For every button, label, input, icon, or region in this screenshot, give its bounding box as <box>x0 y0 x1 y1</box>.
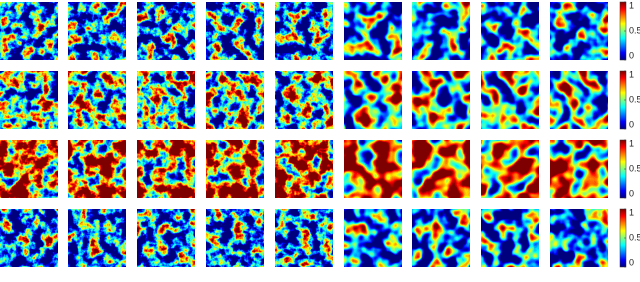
heatmap-panel <box>550 209 608 267</box>
colorbar-tick-label: 0.5 <box>629 94 640 104</box>
heatmap-panel <box>550 71 608 129</box>
heatmap-panel <box>481 140 539 198</box>
heatmap-panel <box>412 2 470 60</box>
colorbar-tick-label: 0 <box>629 119 634 129</box>
heatmap-panel <box>275 71 333 129</box>
heatmap-panel <box>0 71 58 129</box>
colorbar-tick-label: 0 <box>629 257 634 267</box>
heatmap-panel <box>412 71 470 129</box>
colorbar-tick-label: 1 <box>629 69 634 79</box>
heatmap-panel <box>412 140 470 198</box>
heatmap-panel <box>137 71 195 129</box>
colorbar-tick-label: 0 <box>629 188 634 198</box>
colorbar-tick-label: 1 <box>629 207 634 217</box>
colorbar-tick-label: 0.5 <box>629 25 640 35</box>
heatmap-panel <box>481 2 539 60</box>
heatmap-panel <box>0 209 58 267</box>
heatmap-panel <box>206 2 264 60</box>
heatmap-panel <box>206 209 264 267</box>
heatmap-panel <box>275 2 333 60</box>
heatmap-panel <box>481 209 539 267</box>
heatmap-panel <box>137 2 195 60</box>
heatmap-panel <box>68 71 126 129</box>
heatmap-panel <box>481 71 539 129</box>
heatmap-panel <box>344 209 402 267</box>
heatmap-panel <box>275 140 333 198</box>
heatmap-panel <box>344 71 402 129</box>
heatmap-panel <box>275 209 333 267</box>
heatmap-panel <box>344 140 402 198</box>
heatmap-panel <box>68 209 126 267</box>
heatmap-panel <box>550 140 608 198</box>
heatmap-panel <box>206 71 264 129</box>
colorbar-tick-label: 0.5 <box>629 163 640 173</box>
heatmap-panel <box>412 209 470 267</box>
heatmap-panel <box>137 209 195 267</box>
heatmap-panel <box>0 2 58 60</box>
heatmap-panel <box>68 2 126 60</box>
heatmap-panel <box>344 2 402 60</box>
heatmap-panel <box>68 140 126 198</box>
heatmap-panel <box>0 140 58 198</box>
colorbar-tick-label: 1 <box>629 0 634 10</box>
heatmap-panel <box>550 2 608 60</box>
colorbar-tick-label: 0 <box>629 50 634 60</box>
colorbar-tick-label: 0.5 <box>629 232 640 242</box>
heatmap-panel <box>137 140 195 198</box>
heatmap-panel <box>206 140 264 198</box>
colorbar-tick-label: 1 <box>629 138 634 148</box>
